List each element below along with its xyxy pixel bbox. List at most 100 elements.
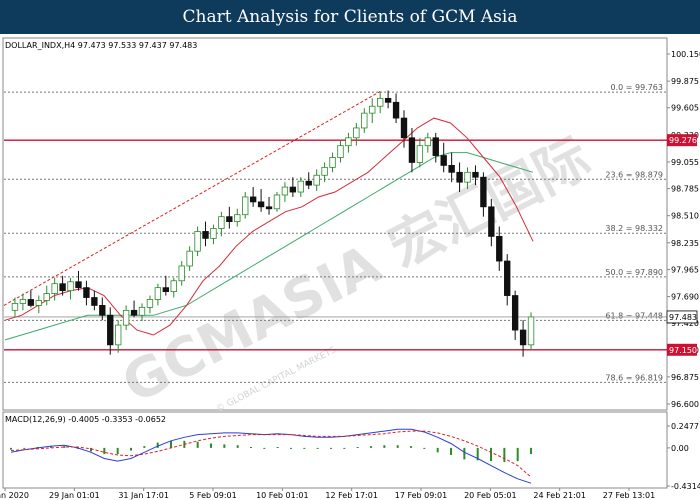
candle-body	[496, 235, 503, 262]
candle-body	[59, 283, 66, 292]
price-axis-label: 97.690	[671, 293, 699, 302]
macd-histogram-bar	[276, 447, 279, 449]
time-axis-label: 31 Jan 17:01	[118, 491, 169, 500]
moving-average-fast	[4, 117, 534, 336]
macd-histogram-bar	[303, 447, 306, 449]
candle-body	[305, 180, 312, 186]
candle-body	[146, 299, 154, 308]
macd-histogram-bar	[196, 441, 199, 448]
price-axis-label: 99.875	[671, 77, 699, 86]
candle-body	[472, 171, 479, 178]
candle-body	[194, 231, 201, 252]
price-axis-label: 100.150	[671, 50, 700, 59]
macd-histogram-bar	[490, 447, 493, 462]
price-axis-label: 99.605	[671, 104, 699, 113]
macd-axis-label: 0.00	[671, 444, 689, 453]
candle-body	[416, 145, 424, 163]
candle-body	[273, 194, 281, 210]
fibonacci-label: 78.6 = 96.819	[605, 373, 663, 382]
candle-body	[392, 101, 400, 119]
macd-histogram-bar	[210, 443, 213, 448]
candle-body	[408, 137, 416, 163]
candle-body	[511, 295, 519, 331]
candle-body	[35, 300, 42, 306]
candle-body	[27, 299, 35, 306]
candle-body	[122, 309, 130, 326]
candle-body	[99, 305, 106, 316]
fibonacci-label: 0.0 = 99.763	[610, 83, 663, 92]
price-axis-label: 98.510	[671, 212, 699, 221]
candle-body	[218, 216, 225, 229]
macd-histogram-bar	[263, 447, 266, 449]
candle-body	[178, 265, 185, 282]
macd-histogram-bar	[383, 445, 386, 448]
time-axis-label: 24 Jan 2020	[0, 491, 29, 500]
candle-body	[186, 250, 193, 267]
candle-body	[488, 206, 495, 237]
macd-histogram-bar	[410, 446, 413, 448]
macd-histogram-bar	[10, 447, 12, 450]
macd-histogram-bar	[103, 447, 106, 455]
time-axis-label: 12 Feb 17:01	[325, 491, 377, 500]
candle-body	[234, 214, 241, 223]
candle-body	[202, 231, 209, 239]
macd-histogram-bar	[23, 447, 26, 449]
candle-body	[257, 201, 265, 208]
macd-histogram-bar	[50, 446, 53, 448]
macd-histogram-bar	[396, 445, 399, 448]
candle-body	[369, 105, 376, 114]
time-axis-label: 10 Feb 01:01	[256, 491, 308, 500]
chart-background	[0, 34, 700, 500]
macd-axis-label: 0.2477	[671, 422, 699, 431]
candle-body	[67, 281, 74, 292]
price-axis-label: 99.055	[671, 158, 699, 167]
macd-info: MACD(12,26,9) -0.4005 -0.3353 -0.0652	[5, 415, 166, 424]
candle-body	[91, 297, 98, 306]
candle-body	[210, 228, 217, 239]
candle-body	[456, 171, 463, 183]
price-panel-frame	[2, 37, 668, 411]
fibonacci-label: 61.8 = 97.448	[605, 311, 663, 320]
macd-histogram-bar	[330, 447, 333, 449]
candle-body	[440, 155, 447, 166]
page-title: Chart Analysis for Clients of GCM Asia	[182, 7, 518, 27]
candle-body	[361, 112, 368, 129]
level-price-box	[667, 343, 697, 356]
macd-histogram-bar	[503, 447, 506, 463]
macd-histogram-bar	[463, 447, 466, 460]
candle-body	[519, 329, 527, 346]
macd-histogram-bar	[290, 447, 293, 449]
candle-body	[281, 186, 289, 196]
macd-histogram-bar	[423, 447, 426, 449]
macd-histogram-bar	[356, 447, 359, 449]
macd-histogram-bar	[450, 447, 453, 455]
macd-histogram-bar	[143, 446, 146, 448]
level-price-box	[667, 134, 697, 147]
price-axis-label: 97.420	[671, 319, 699, 328]
chart-area: DOLLAR_INDX,H4 97.473 97.533 97.437 97.4…	[0, 34, 700, 500]
time-axis-label: 17 Feb 09:01	[395, 491, 447, 500]
macd-line	[10, 428, 532, 484]
candle-body	[75, 281, 82, 289]
time-axis-label: 29 Jan 01:01	[49, 491, 100, 500]
candle-body	[249, 196, 257, 203]
price-axis-label: 96.875	[671, 373, 699, 382]
candle-body	[289, 186, 297, 193]
candle-body	[83, 287, 90, 298]
candle-body	[313, 174, 320, 186]
symbol-info: DOLLAR_INDX,H4 97.473 97.533 97.437 97.4…	[5, 41, 197, 50]
candle-body	[400, 117, 408, 139]
candle-body	[321, 166, 328, 176]
candle-body	[242, 196, 249, 216]
candle-body	[384, 97, 392, 103]
macd-histogram-bar	[370, 446, 373, 448]
level-price-label: 99.276	[669, 136, 697, 145]
candle-body	[353, 127, 360, 139]
fibonacci-label: 38.2 = 98.332	[605, 224, 663, 233]
macd-panel-frame	[2, 411, 668, 489]
candle-body	[448, 165, 455, 173]
candle-body	[51, 283, 58, 294]
candle-body	[115, 324, 122, 346]
candle-body	[345, 137, 352, 147]
candle-body	[43, 293, 50, 301]
